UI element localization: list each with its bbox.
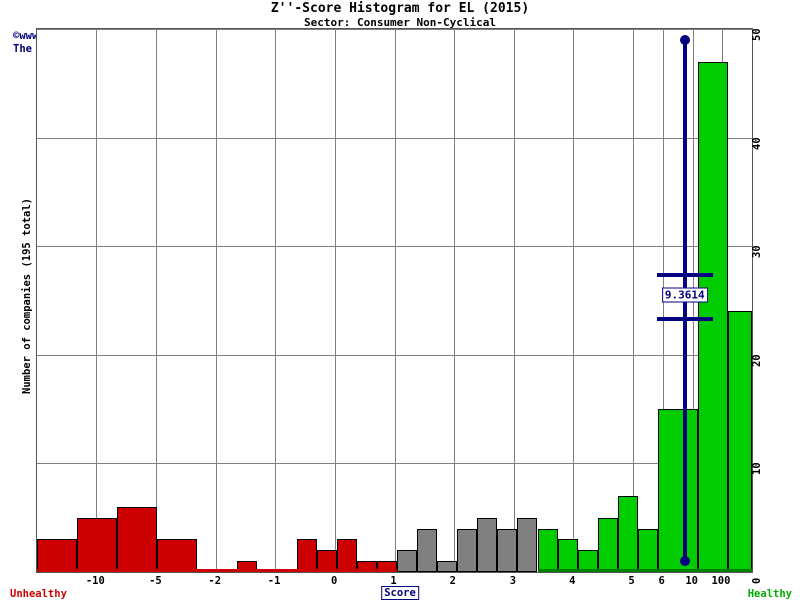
histogram-bar [297, 539, 318, 572]
histogram-bar [337, 539, 358, 572]
x-tick-label: 10 [685, 575, 698, 587]
y-tick-label: 20 [751, 354, 763, 367]
gridline-x-5 [632, 29, 634, 572]
histogram-bar [657, 409, 698, 572]
gridline-x-0 [335, 29, 337, 572]
axis-label-unhealthy: Unhealthy [10, 588, 67, 600]
gridline-x-2 [453, 29, 455, 572]
histogram-bar [617, 495, 638, 572]
histogram-bar [77, 517, 118, 572]
x-tick-label: 1 [390, 575, 397, 587]
plot-area: 9.3614 [36, 28, 753, 573]
gridline-x--2 [215, 29, 217, 572]
y-tick-label: 40 [751, 136, 763, 150]
x-tick-label: -5 [149, 575, 162, 587]
gridline-x-1 [394, 29, 396, 572]
histogram-bar [417, 528, 438, 572]
histogram-bar [437, 561, 458, 572]
histogram-bar [397, 550, 418, 572]
histogram-bar [517, 517, 538, 572]
gridline-x--10 [96, 29, 98, 572]
histogram-bar [637, 528, 658, 572]
histogram-bar [477, 517, 498, 572]
score-marker-upper-cap [656, 273, 713, 278]
histogram-bar [37, 539, 78, 572]
gridline-x--1 [275, 29, 277, 572]
histogram-bar [457, 528, 478, 572]
x-tick-label: 100 [711, 575, 731, 587]
histogram-bar [597, 517, 618, 572]
x-tick-label: -10 [85, 575, 105, 587]
y-tick-label: 50 [751, 28, 763, 41]
score-marker-label: 9.3614 [661, 287, 708, 303]
histogram-bar [117, 506, 158, 572]
score-marker-lower-cap [656, 316, 713, 321]
gridline-x--5 [156, 29, 158, 572]
x-tick-label: 0 [330, 575, 338, 587]
x-tick-label: 4 [569, 575, 576, 587]
y-tick-label: 0 [751, 577, 763, 584]
chart-title: Z''-Score Histogram for EL (2015) [270, 1, 530, 16]
x-tick-label: 6 [658, 575, 665, 587]
y-tick-label: 10 [751, 462, 763, 476]
gridline-x-4 [573, 29, 575, 572]
score-marker-top-dot [679, 34, 690, 45]
x-tick-label: 3 [509, 575, 517, 587]
histogram-bar [157, 539, 198, 572]
x-tick-label: 2 [449, 575, 457, 587]
gridline-x-3 [513, 29, 515, 572]
score-marker-bottom-dot [679, 556, 690, 567]
x-tick-label: -2 [208, 575, 222, 587]
histogram-bar [497, 528, 518, 572]
y-tick-label: 30 [751, 245, 763, 259]
histogram-bar [537, 528, 558, 572]
y-axis-title: Number of companies (195 total) [21, 198, 33, 394]
unhealthy-baseline [37, 569, 398, 572]
chart-subtitle: Sector: Consumer Non-Cyclical [303, 16, 497, 29]
x-axis-title: Score [381, 586, 419, 600]
x-tick-label: -1 [267, 575, 281, 587]
x-tick-label: 5 [628, 575, 635, 587]
histogram-bar [557, 539, 578, 572]
histogram-bar [727, 311, 752, 572]
axis-label-healthy: Healthy [747, 588, 792, 600]
healthy-baseline [537, 569, 752, 572]
